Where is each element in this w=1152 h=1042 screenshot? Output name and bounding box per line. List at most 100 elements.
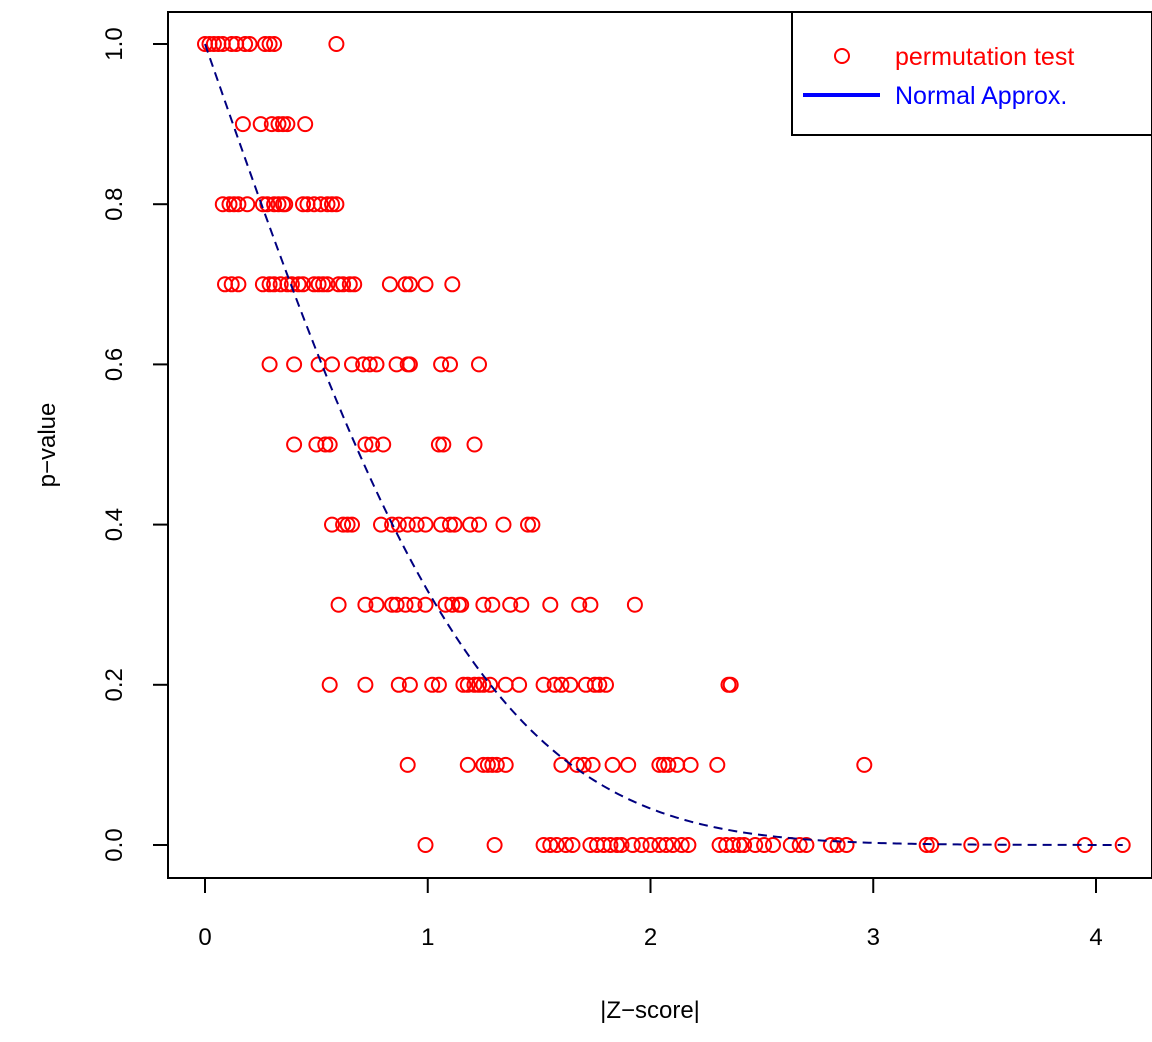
data-point: [430, 436, 447, 453]
data-point: [442, 516, 458, 533]
data-point: [963, 837, 980, 853]
data-point: [261, 356, 278, 373]
data-point: [822, 837, 839, 853]
data-point: [315, 276, 332, 293]
x-tick-label: 1: [421, 924, 434, 951]
data-point: [357, 436, 374, 453]
data-point: [682, 756, 699, 773]
data-point: [475, 596, 492, 613]
x-axis: 0 1 2 3 4: [198, 877, 1103, 951]
data-point: [346, 276, 363, 293]
data-point: [408, 516, 425, 533]
data-point: [502, 596, 519, 613]
data-point: [542, 837, 559, 853]
data-point: [453, 596, 470, 613]
data-point: [466, 676, 483, 693]
data-point: [856, 756, 873, 773]
data-point: [520, 516, 536, 533]
data-point: [756, 837, 773, 853]
data-point: [731, 837, 748, 853]
data-point: [542, 596, 559, 613]
data-point: [286, 356, 303, 373]
data-point: [324, 356, 340, 373]
y-tick-label: 0.2: [101, 668, 128, 701]
data-point: [406, 596, 423, 613]
data-point: [1114, 837, 1131, 853]
y-tick-label: 0.0: [101, 828, 128, 861]
data-point: [918, 837, 935, 853]
data-point: [660, 756, 677, 773]
legend-label-normal-approx: Normal Approx.: [895, 82, 1067, 110]
data-point: [275, 116, 291, 133]
data-point: [680, 837, 697, 853]
data-point: [669, 756, 686, 773]
data-point: [524, 516, 541, 533]
data-point: [424, 676, 441, 693]
data-point: [471, 676, 487, 693]
data-point: [230, 196, 247, 213]
data-point: [297, 116, 314, 133]
data-point: [310, 276, 327, 293]
data-point: [838, 837, 855, 853]
legend-marker-permutation-test: [834, 48, 850, 64]
data-point: [462, 516, 479, 533]
data-point: [798, 837, 815, 853]
data-point: [205, 36, 222, 52]
data-point: [335, 276, 352, 293]
data-point: [444, 596, 461, 613]
data-point: [626, 596, 643, 613]
data-point: [401, 276, 418, 293]
data-point: [459, 756, 476, 773]
data-point: [254, 196, 271, 213]
x-tick-label: 3: [867, 924, 880, 951]
data-point: [335, 516, 352, 533]
data-point: [401, 356, 418, 373]
data-point: [829, 837, 846, 853]
data-point: [279, 116, 296, 133]
data-point: [486, 837, 503, 853]
data-point: [564, 837, 581, 853]
data-point: [286, 436, 303, 453]
data-point: [482, 676, 499, 693]
data-point: [375, 436, 392, 453]
data-point: [223, 276, 240, 293]
data-point: [417, 596, 434, 613]
data-point: [417, 276, 434, 293]
data-point: [791, 837, 808, 853]
data-point: [994, 837, 1011, 853]
data-point: [357, 596, 374, 613]
data-point: [321, 436, 338, 453]
data-point: [511, 676, 528, 693]
data-point: [272, 276, 289, 293]
data-point: [381, 276, 398, 293]
x-tick-label: 4: [1089, 924, 1102, 951]
data-point: [295, 276, 311, 293]
data-point: [263, 116, 280, 133]
y-axis: 0.0 0.2 0.4 0.6 0.8 1.0: [101, 27, 169, 862]
data-point: [341, 276, 358, 293]
data-point: [344, 516, 360, 533]
normal-approx-curve: [204, 43, 1123, 846]
data-point: [324, 516, 340, 533]
data-point: [459, 676, 476, 693]
data-point: [624, 837, 641, 853]
data-point: [261, 36, 278, 52]
y-tick-label: 0.8: [101, 188, 128, 221]
data-point: [497, 676, 514, 693]
points-layer: [197, 36, 1131, 853]
x-tick-label: 0: [198, 924, 211, 951]
data-point: [384, 516, 401, 533]
data-point: [484, 596, 501, 613]
data-point: [321, 676, 338, 693]
data-point: [401, 676, 418, 693]
y-axis-label: p−value: [34, 403, 61, 488]
data-point: [442, 356, 458, 373]
data-point: [277, 196, 294, 213]
data-point: [234, 116, 251, 133]
data-point: [620, 756, 637, 773]
plot-frame: [167, 11, 1152, 879]
data-point: [709, 756, 726, 773]
data-point: [295, 196, 311, 213]
data-point: [765, 837, 781, 853]
data-point: [388, 596, 405, 613]
